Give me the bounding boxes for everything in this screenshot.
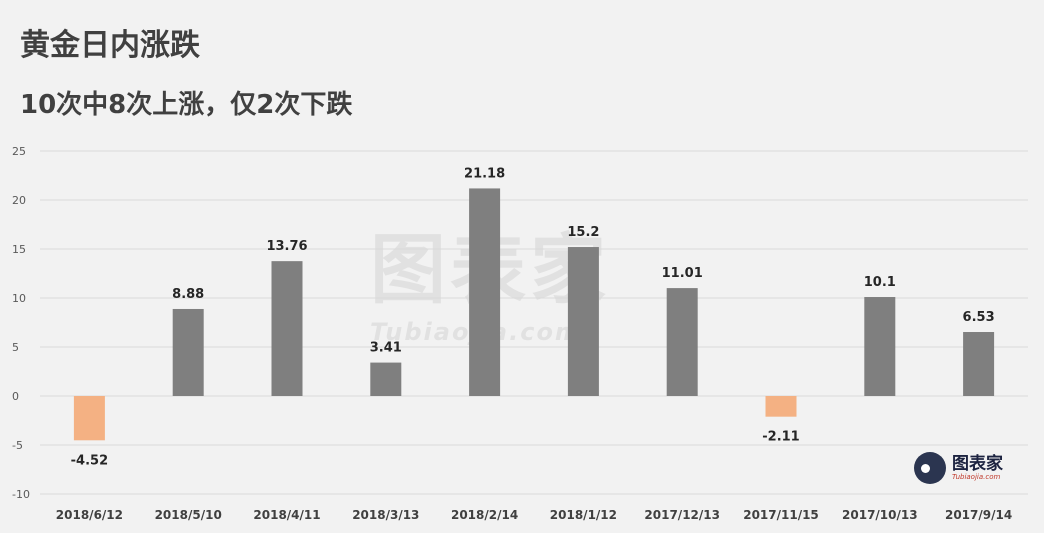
x-tick-label: 2018/6/12 [56, 508, 123, 522]
y-tick-label: 20 [12, 194, 26, 207]
x-tick-label: 2017/9/14 [945, 508, 1012, 522]
bar-2018-3-13 [370, 362, 402, 396]
bar-2017-10-13 [864, 297, 896, 396]
data-label: 6.53 [963, 310, 995, 325]
x-tick-label: 2017/11/15 [743, 508, 819, 522]
bar-2017-12-13 [666, 288, 698, 396]
x-tick-label: 2017/12/13 [644, 508, 720, 522]
x-tick-label: 2018/2/14 [451, 508, 518, 522]
bar-2018-6-12 [73, 396, 105, 441]
bar-2018-5-10 [172, 308, 204, 396]
data-label: 15.2 [567, 225, 599, 240]
data-labels: -4.52 8.88 13.76 3.41 21.18 15.2 11.01 -2.11 10.… [71, 166, 995, 468]
bar-2017-11-15 [765, 396, 797, 417]
x-tick-label: 2018/4/11 [253, 508, 320, 522]
y-tick-label: -10 [12, 488, 30, 501]
logo-text: 图表家 [952, 454, 1003, 474]
y-tick-label: 0 [12, 390, 19, 403]
data-label: 21.18 [464, 166, 505, 181]
bar-2017-9-14 [963, 332, 995, 396]
data-label: 8.88 [172, 287, 204, 302]
data-label: 11.01 [662, 266, 703, 281]
y-axis: 25 20 15 10 5 0 -5 -10 [12, 145, 30, 501]
chart-title: 黄金日内涨跌 [20, 28, 200, 63]
data-label: -2.11 [762, 430, 799, 445]
brand-logo: 图表家 Tubiaojia.com [914, 452, 1003, 484]
bar-2018-2-14 [469, 188, 501, 396]
bar-2018-4-11 [271, 261, 303, 396]
x-tick-label: 2018/5/10 [155, 508, 222, 522]
data-label: 3.41 [370, 341, 402, 356]
chart-subtitle: 10次中8次上涨，仅2次下跌 [20, 90, 353, 120]
gridlines [40, 150, 1028, 495]
data-label: 10.1 [864, 275, 896, 290]
y-tick-label: 5 [12, 341, 19, 354]
y-tick-label: 10 [12, 292, 26, 305]
x-tick-label: 2018/3/13 [352, 508, 419, 522]
y-tick-label: 15 [12, 243, 26, 256]
y-tick-label: 25 [12, 145, 26, 158]
data-label: 13.76 [266, 239, 307, 254]
y-tick-label: -5 [12, 439, 23, 452]
logo-subtext: Tubiaojia.com [952, 473, 1001, 481]
x-axis: 2018/6/12 2018/5/10 2018/4/11 2018/3/13 2018… [56, 508, 1012, 522]
data-label: -4.52 [71, 453, 108, 468]
x-tick-label: 2018/1/12 [550, 508, 617, 522]
bars [73, 188, 995, 441]
logo-head-icon [914, 452, 946, 484]
x-tick-label: 2017/10/13 [842, 508, 918, 522]
bar-2018-1-12 [567, 247, 599, 396]
